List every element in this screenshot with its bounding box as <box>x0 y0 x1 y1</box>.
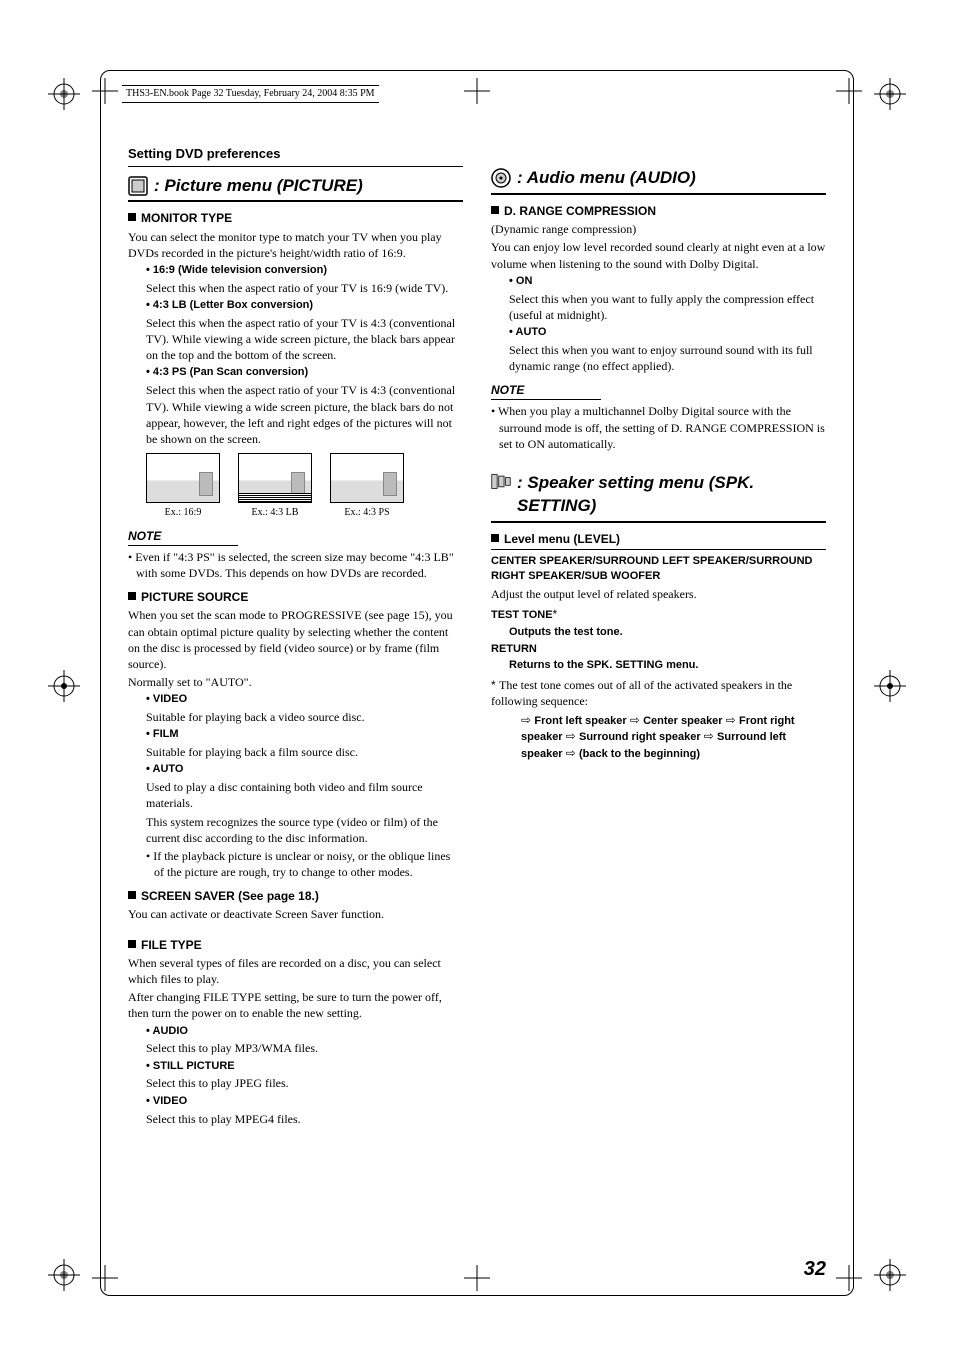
testtone-seq-intro: The test tone comes out of all of the ac… <box>491 678 792 708</box>
drange-title: D. RANGE COMPRESSION <box>491 203 826 219</box>
picture-icon <box>128 176 148 196</box>
level-menu-title: Level menu (LEVEL) <box>491 531 826 547</box>
test-tone-label: TEST TONE <box>491 609 553 621</box>
right-column: : Audio menu (AUDIO) D. RANGE COMPRESSIO… <box>491 145 826 1261</box>
drange-sub: (Dynamic range compression) <box>491 221 826 237</box>
example-caption: Ex.: 16:9 <box>146 506 220 520</box>
note-body: • When you play a multichannel Dolby Dig… <box>491 403 826 452</box>
monitor-type-intro: You can select the monitor type to match… <box>128 229 463 261</box>
example-43ps: Ex.: 4:3 PS <box>330 453 404 520</box>
opt-16-9-label: • 16:9 (Wide television conversion) <box>146 263 463 278</box>
drange-intro: You can enjoy low level recorded sound c… <box>491 239 826 271</box>
ft-audio-text: Select this to play MP3/WMA files. <box>146 1040 463 1056</box>
drange-auto-text: Select this when you want to enjoy surro… <box>509 342 826 374</box>
ft-still-label: • STILL PICTURE <box>146 1059 463 1074</box>
audio-icon <box>491 168 511 188</box>
ps-auto-text1: Used to play a disc containing both vide… <box>146 779 463 811</box>
page-number: 32 <box>804 1256 826 1283</box>
drange-auto-label: • AUTO <box>509 325 826 340</box>
monitor-type-title: MONITOR TYPE <box>128 210 463 226</box>
ft-video-label: • VIDEO <box>146 1094 463 1109</box>
picture-source-intro: When you set the scan mode to PROGRESSIV… <box>128 607 463 672</box>
regmark-icon <box>48 78 80 110</box>
note-heading: NOTE <box>491 382 826 398</box>
ft-audio-label: • AUDIO <box>146 1024 463 1039</box>
left-column: Setting DVD preferences : Picture menu (… <box>128 145 463 1261</box>
drange-on-label: • ON <box>509 274 826 289</box>
opt-16-9-text: Select this when the aspect ratio of you… <box>146 280 463 296</box>
testtone-sequence: ⇨ Front left speaker ⇨ Center speaker ⇨ … <box>521 712 826 763</box>
opt-43ps-label: • 4:3 PS (Pan Scan conversion) <box>146 365 463 380</box>
opt-43lb-text: Select this when the aspect ratio of you… <box>146 315 463 364</box>
note-rule <box>128 545 238 546</box>
ps-auto-label: • AUTO <box>146 762 463 777</box>
note-body: • Even if "4:3 PS" is selected, the scre… <box>128 549 463 581</box>
filetype-intro1: When several types of files are recorded… <box>128 955 463 987</box>
note-heading: NOTE <box>128 528 463 544</box>
ft-video-text: Select this to play MPEG4 files. <box>146 1111 463 1127</box>
picture-source-title: PICTURE SOURCE <box>128 589 463 605</box>
test-tone-text: Outputs the test tone. <box>509 625 826 640</box>
divider <box>491 549 826 550</box>
example-caption: Ex.: 4:3 PS <box>330 506 404 520</box>
opt-43ps-text: Select this when the aspect ratio of you… <box>146 382 463 447</box>
example-caption: Ex.: 4:3 LB <box>238 506 312 520</box>
aspect-examples: Ex.: 16:9 Ex.: 4:3 LB Ex.: 4:3 PS <box>146 453 463 520</box>
picture-menu-heading: : Picture menu (PICTURE) <box>128 175 463 203</box>
picture-source-normally: Normally set to "AUTO". <box>128 674 463 690</box>
ft-still-text: Select this to play JPEG files. <box>146 1075 463 1091</box>
speaker-menu-heading: : Speaker setting menu (SPK. SETTING) <box>491 472 826 523</box>
ps-video-text: Suitable for playing back a video source… <box>146 709 463 725</box>
return-label: RETURN <box>491 642 826 657</box>
note-rule <box>491 399 601 400</box>
regmark-icon <box>48 1259 80 1291</box>
example-43lb: Ex.: 4:3 LB <box>238 453 312 520</box>
return-text: Returns to the SPK. SETTING menu. <box>509 658 826 673</box>
content-area: Setting DVD preferences : Picture menu (… <box>128 145 826 1261</box>
level-adjust-text: Adjust the output level of related speak… <box>491 586 826 602</box>
regmark-icon <box>874 78 906 110</box>
regmark-icon <box>48 670 80 702</box>
screensaver-text: You can activate or deactivate Screen Sa… <box>128 906 463 922</box>
asterisk-mark: * <box>553 607 558 621</box>
speaker-menu-title: : Speaker setting menu (SPK. SETTING) <box>517 472 826 518</box>
ps-auto-sub: • If the playback picture is unclear or … <box>146 848 463 880</box>
ps-film-text: Suitable for playing back a film source … <box>146 744 463 760</box>
speaker-icon <box>491 472 511 492</box>
audio-menu-title: : Audio menu (AUDIO) <box>517 167 696 190</box>
ps-auto-text2: This system recognizes the source type (… <box>146 814 463 846</box>
picture-menu-title: : Picture menu (PICTURE) <box>154 175 363 198</box>
asterisk-mark: * <box>491 678 499 692</box>
drange-on-text: Select this when you want to fully apply… <box>509 291 826 323</box>
regmark-icon <box>874 1259 906 1291</box>
example-16-9: Ex.: 16:9 <box>146 453 220 520</box>
section-breadcrumb: Setting DVD preferences <box>128 145 463 167</box>
screensaver-title: SCREEN SAVER (See page 18.) <box>128 888 463 904</box>
level-speakers-line: CENTER SPEAKER/SURROUND LEFT SPEAKER/SUR… <box>491 554 826 584</box>
filetype-title: FILE TYPE <box>128 937 463 953</box>
audio-menu-heading: : Audio menu (AUDIO) <box>491 167 826 195</box>
filetype-intro2: After changing FILE TYPE setting, be sur… <box>128 989 463 1021</box>
opt-43lb-label: • 4:3 LB (Letter Box conversion) <box>146 298 463 313</box>
book-meta: THS3-EN.book Page 32 Tuesday, February 2… <box>122 85 379 103</box>
ps-film-label: • FILM <box>146 727 463 742</box>
ps-video-label: • VIDEO <box>146 692 463 707</box>
regmark-icon <box>874 670 906 702</box>
